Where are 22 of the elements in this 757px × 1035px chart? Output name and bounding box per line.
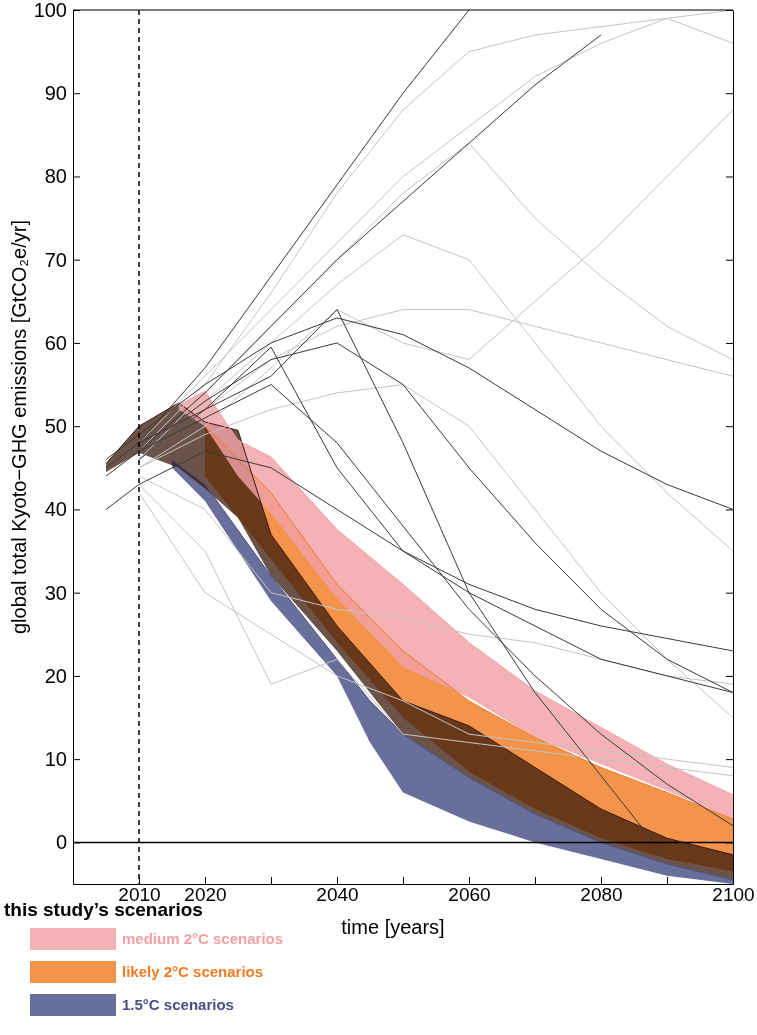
y-tick-label: 70	[44, 248, 67, 271]
y-tick-label: 50	[44, 415, 67, 438]
text: likely 2°C scenarios	[122, 963, 264, 980]
x-tick-label: 2060	[448, 884, 491, 906]
x-axis-title: time [years]	[341, 916, 445, 938]
y-tick-label: 40	[44, 498, 67, 521]
y-tick-label: 0	[55, 831, 67, 854]
y-tick-label: 20	[44, 664, 67, 687]
x-tick-label: 2040	[316, 884, 359, 906]
y-tick-label: 100	[33, 0, 67, 21]
y-axis-title: global total Kyoto−GHG emissions [GtCO₂e/yr]	[8, 219, 30, 635]
x-tick-label: 2010	[118, 884, 161, 906]
y-tick-label: 60	[44, 331, 67, 354]
x-tick-label: 2020	[184, 884, 227, 906]
text: 1.5°C scenarios	[122, 996, 234, 1013]
y-tick-label: 10	[44, 748, 67, 771]
y-tick-label: 80	[44, 165, 67, 188]
y-tick-label: 30	[44, 581, 67, 604]
y-tick-label: 90	[44, 82, 67, 105]
text: medium 2°C scenarios	[122, 930, 284, 947]
x-tick-label: 2080	[580, 884, 623, 906]
x-tick-label: 2100	[712, 884, 755, 906]
